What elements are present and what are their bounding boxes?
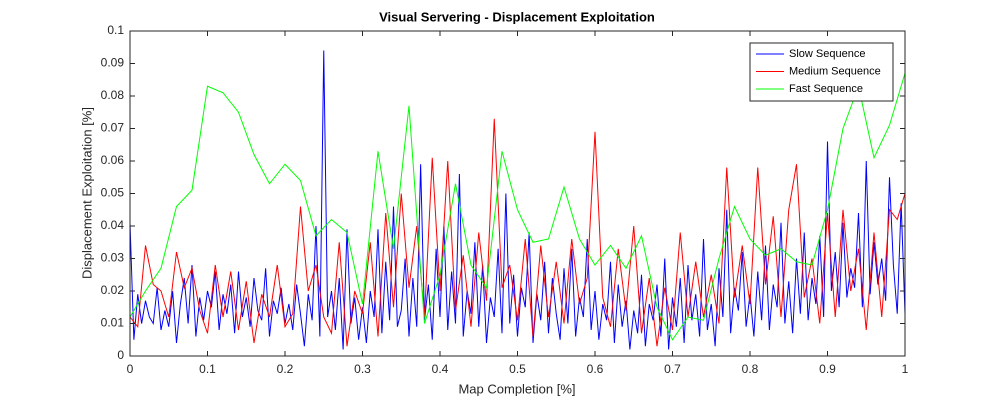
x-tick-label: 0.7 <box>664 362 681 376</box>
x-tick-label: 0.8 <box>742 362 759 376</box>
series-line <box>129 73 906 341</box>
legend: Slow Sequence Medium Sequence Fast Sequenc… <box>749 42 894 102</box>
series-line <box>129 118 906 347</box>
y-tick-label: 0.08 <box>101 88 125 102</box>
y-tick-label: 0.07 <box>101 121 125 135</box>
x-tick-label: 1 <box>902 362 909 376</box>
y-tick-label: 0 <box>117 348 124 362</box>
chart-title: Visual Servering - Displacement Exploita… <box>379 9 655 24</box>
x-axis-label: Map Completion [%] <box>458 381 575 396</box>
x-tick-label: 0.3 <box>354 362 371 376</box>
y-tick-label: 0.01 <box>101 316 125 330</box>
series-line <box>129 50 906 350</box>
y-tick-label: 0.09 <box>101 56 125 70</box>
legend-label: Fast Sequence <box>789 83 863 95</box>
x-tick-label: 0.6 <box>587 362 604 376</box>
y-tick-label: 0.04 <box>101 218 125 232</box>
x-tick-label: 0.2 <box>277 362 294 376</box>
y-tick-label: 0.02 <box>101 283 125 297</box>
plot-area <box>129 50 906 350</box>
y-axis-label: Displacement Exploitation [%] <box>79 107 94 279</box>
y-tick-label: 0.05 <box>101 186 125 200</box>
y-tick-label: 0.06 <box>101 153 125 167</box>
x-tick-label: 0.1 <box>199 362 216 376</box>
legend-label: Slow Sequence <box>789 48 865 60</box>
x-tick-label: 0 <box>127 362 134 376</box>
x-tick-label: 0.4 <box>432 362 449 376</box>
legend-label: Medium Sequence <box>789 65 881 77</box>
y-tick-label: 0.1 <box>107 23 124 37</box>
y-tick-label: 0.03 <box>101 251 125 265</box>
x-tick-label: 0.5 <box>509 362 526 376</box>
x-tick-label: 0.9 <box>819 362 836 376</box>
